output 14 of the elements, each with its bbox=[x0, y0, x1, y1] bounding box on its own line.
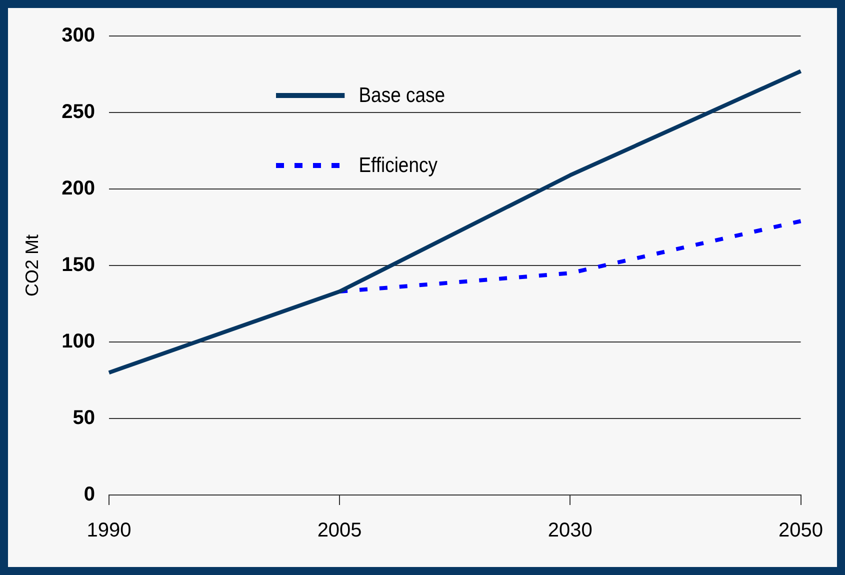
y-tick-label: 300 bbox=[62, 24, 95, 47]
x-tick-label: 2030 bbox=[548, 520, 592, 542]
y-axis-title: CO2 Mt bbox=[22, 234, 42, 297]
x-tick-label: 2005 bbox=[317, 520, 362, 542]
y-tick-label: 200 bbox=[62, 178, 95, 200]
y-tick-label: 150 bbox=[62, 254, 95, 276]
y-tick-label: 50 bbox=[72, 407, 95, 430]
x-tick-label: 2050 bbox=[778, 520, 824, 542]
x-tick-label: 1990 bbox=[86, 520, 132, 542]
y-tick-label: 100 bbox=[62, 330, 95, 353]
y-tick-label: 250 bbox=[62, 101, 95, 124]
legend-label: Base case bbox=[358, 84, 446, 108]
legend-label: Efficiency bbox=[358, 154, 438, 178]
y-tick-label: 0 bbox=[84, 484, 95, 506]
